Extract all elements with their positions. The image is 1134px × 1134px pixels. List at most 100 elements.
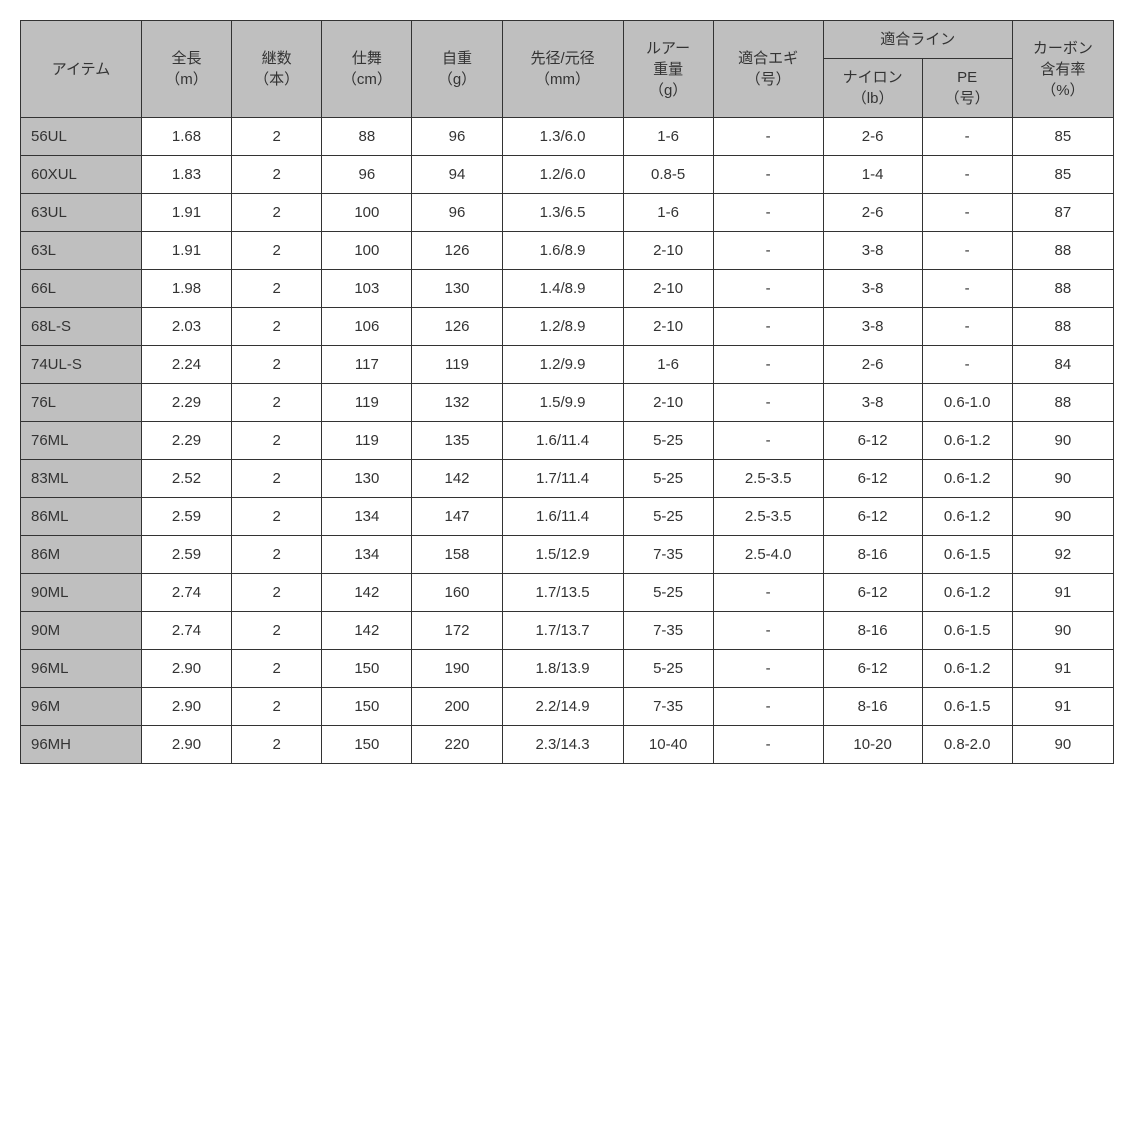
cell-pieces: 2 [232,308,322,346]
table-row: 76L2.2921191321.5/9.92-10-3-80.6-1.088 [21,384,1114,422]
cell-lure: 2-10 [623,270,713,308]
cell-egi: - [713,688,823,726]
cell-carbon: 88 [1012,232,1113,270]
cell-closed: 134 [322,536,412,574]
cell-closed: 142 [322,574,412,612]
cell-egi: - [713,346,823,384]
cell-pieces: 2 [232,156,322,194]
cell-tip: 2.2/14.9 [502,688,623,726]
cell-lure: 7-35 [623,612,713,650]
cell-tip: 1.3/6.0 [502,118,623,156]
table-row: 74UL-S2.2421171191.2/9.91-6-2-6-84 [21,346,1114,384]
cell-length: 2.74 [141,574,231,612]
col-item: アイテム [21,21,142,118]
cell-item: 63UL [21,194,142,232]
cell-item: 76L [21,384,142,422]
cell-tip: 1.7/13.7 [502,612,623,650]
cell-pieces: 2 [232,612,322,650]
cell-tip: 1.7/13.5 [502,574,623,612]
cell-pieces: 2 [232,498,322,536]
cell-nylon: 6-12 [823,498,922,536]
cell-closed: 142 [322,612,412,650]
cell-carbon: 85 [1012,118,1113,156]
table-row: 96MH2.9021502202.3/14.310-40-10-200.8-2.… [21,726,1114,764]
cell-length: 2.29 [141,422,231,460]
cell-pieces: 2 [232,536,322,574]
cell-pe: - [922,232,1012,270]
cell-pe: - [922,346,1012,384]
cell-closed: 117 [322,346,412,384]
cell-tip: 1.2/8.9 [502,308,623,346]
cell-lure: 2-10 [623,232,713,270]
cell-closed: 88 [322,118,412,156]
cell-weight: 200 [412,688,502,726]
cell-tip: 1.2/9.9 [502,346,623,384]
col-closed: 仕舞（cm） [322,21,412,118]
cell-nylon: 8-16 [823,612,922,650]
cell-closed: 119 [322,422,412,460]
cell-pe: 0.8-2.0 [922,726,1012,764]
cell-length: 1.68 [141,118,231,156]
cell-weight: 160 [412,574,502,612]
cell-pieces: 2 [232,194,322,232]
cell-weight: 94 [412,156,502,194]
table-row: 86ML2.5921341471.6/11.45-252.5-3.56-120.… [21,498,1114,536]
cell-tip: 1.6/11.4 [502,422,623,460]
cell-lure: 1-6 [623,346,713,384]
cell-pieces: 2 [232,270,322,308]
cell-length: 1.83 [141,156,231,194]
cell-pe: 0.6-1.2 [922,498,1012,536]
cell-closed: 119 [322,384,412,422]
table-row: 66L1.9821031301.4/8.92-10-3-8-88 [21,270,1114,308]
cell-closed: 96 [322,156,412,194]
cell-pieces: 2 [232,688,322,726]
col-lure: ルアー重量（g） [623,21,713,118]
cell-weight: 190 [412,650,502,688]
col-line-group: 適合ライン [823,21,1012,59]
cell-length: 2.90 [141,650,231,688]
cell-item: 90M [21,612,142,650]
cell-weight: 158 [412,536,502,574]
cell-weight: 132 [412,384,502,422]
cell-weight: 130 [412,270,502,308]
cell-egi: - [713,422,823,460]
cell-pieces: 2 [232,384,322,422]
cell-nylon: 2-6 [823,346,922,384]
cell-carbon: 91 [1012,688,1113,726]
table-row: 96M2.9021502002.2/14.97-35-8-160.6-1.591 [21,688,1114,726]
cell-carbon: 90 [1012,460,1113,498]
cell-pieces: 2 [232,118,322,156]
cell-egi: - [713,726,823,764]
cell-lure: 2-10 [623,308,713,346]
cell-nylon: 3-8 [823,270,922,308]
cell-nylon: 1-4 [823,156,922,194]
cell-length: 1.91 [141,194,231,232]
cell-length: 1.98 [141,270,231,308]
cell-lure: 10-40 [623,726,713,764]
table-row: 90M2.7421421721.7/13.77-35-8-160.6-1.590 [21,612,1114,650]
cell-egi: - [713,270,823,308]
cell-pieces: 2 [232,232,322,270]
cell-closed: 134 [322,498,412,536]
cell-nylon: 3-8 [823,308,922,346]
cell-item: 86M [21,536,142,574]
table-row: 83ML2.5221301421.7/11.45-252.5-3.56-120.… [21,460,1114,498]
table-row: 63UL1.912100961.3/6.51-6-2-6-87 [21,194,1114,232]
col-length: 全長（m） [141,21,231,118]
cell-egi: - [713,650,823,688]
cell-item: 96MH [21,726,142,764]
cell-length: 2.24 [141,346,231,384]
cell-pieces: 2 [232,460,322,498]
cell-lure: 5-25 [623,460,713,498]
cell-length: 2.52 [141,460,231,498]
cell-length: 2.29 [141,384,231,422]
cell-carbon: 87 [1012,194,1113,232]
cell-item: 63L [21,232,142,270]
cell-egi: - [713,156,823,194]
cell-weight: 96 [412,194,502,232]
cell-pe: 0.6-1.0 [922,384,1012,422]
cell-tip: 1.4/8.9 [502,270,623,308]
col-carbon: カーボン含有率（%） [1012,21,1113,118]
cell-length: 2.90 [141,688,231,726]
cell-closed: 103 [322,270,412,308]
